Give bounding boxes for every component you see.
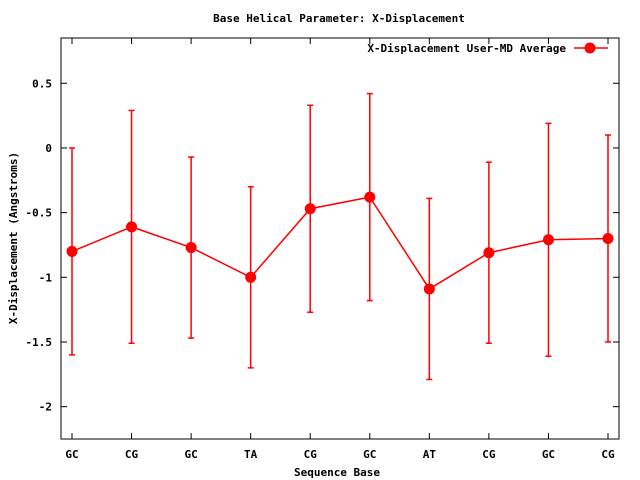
data-point: [126, 221, 138, 233]
x-axis: GC CG GC TA CG GC AT CG GC CG: [65, 38, 615, 461]
data-point: [423, 283, 435, 295]
y-axis-label: X-Displacement (Angstroms): [7, 152, 20, 324]
y-tick-label: -2: [39, 401, 52, 414]
plot-area: [60, 37, 620, 440]
y-tick-label: 0: [45, 142, 52, 155]
y-tick-label: -0.5: [26, 207, 53, 220]
x-tick-label: GC: [542, 448, 555, 461]
legend-label: X-Displacement User-MD Average: [367, 42, 566, 55]
data-point: [66, 245, 78, 257]
x-tick-label: GC: [184, 448, 197, 461]
data-point: [245, 271, 257, 283]
y-tick-label: -1.5: [26, 336, 53, 349]
data-point: [483, 247, 495, 259]
data-point: [185, 242, 197, 254]
x-tick-label: CG: [125, 448, 139, 461]
x-tick-label: CG: [601, 448, 615, 461]
series-group: [66, 92, 614, 381]
legend: X-Displacement User-MD Average: [367, 42, 608, 55]
data-point: [304, 203, 316, 215]
data-point: [364, 191, 376, 203]
x-tick-label: AT: [423, 448, 437, 461]
x-tick-label: GC: [363, 448, 376, 461]
data-point: [542, 234, 554, 246]
legend-marker: [584, 42, 596, 54]
x-tick-label: CG: [482, 448, 496, 461]
x-tick-label: CG: [304, 448, 318, 461]
data-point: [602, 233, 614, 244]
series-line: [71, 196, 609, 290]
x-tick-label: GC: [65, 448, 78, 461]
y-tick-label: 0.5: [32, 77, 52, 90]
chart-title: Base Helical Parameter: X-Displacement: [213, 12, 465, 25]
y-axis: 0.5 0 -0.5 -1 -1.5 -2: [26, 77, 619, 414]
x-axis-label: Sequence Base: [294, 466, 380, 479]
y-tick-label: -1: [39, 271, 53, 284]
x-tick-label: TA: [244, 448, 258, 461]
